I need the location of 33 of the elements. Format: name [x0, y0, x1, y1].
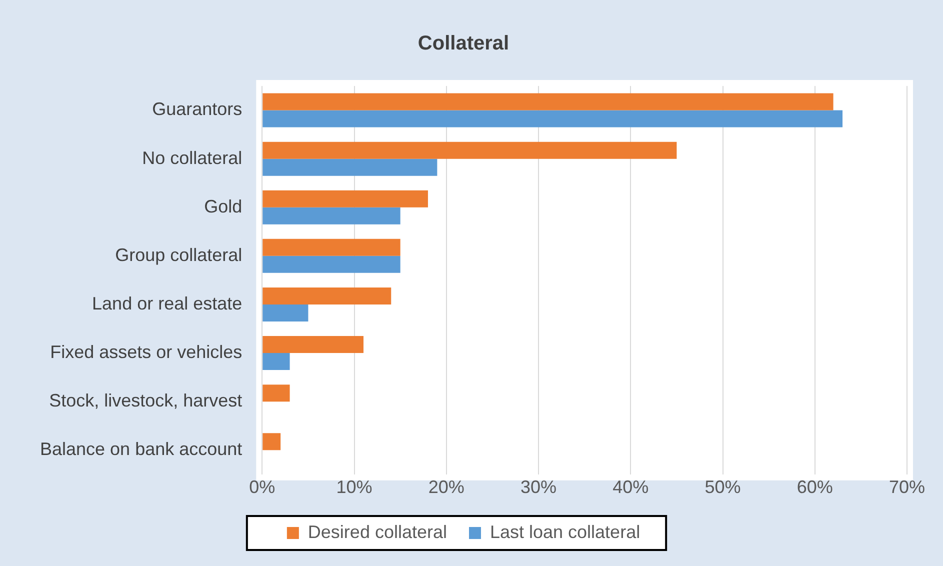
bar [262, 336, 364, 354]
chart-title: Collateral [418, 32, 510, 55]
x-tick-label: 10% [336, 477, 372, 498]
x-tick-label: 20% [428, 477, 464, 498]
x-tick-label: 0% [249, 477, 276, 498]
y-tick-label: Balance on bank account [40, 439, 242, 460]
bar [262, 158, 438, 176]
bar [262, 384, 290, 402]
bar [262, 256, 400, 273]
legend-label: Last loan collateral [490, 522, 640, 542]
y-tick-label: Group collateral [115, 244, 242, 265]
bar [262, 110, 843, 128]
bar [262, 190, 428, 208]
bar [262, 353, 290, 370]
bar [262, 207, 400, 224]
bar [262, 304, 308, 322]
bar [262, 142, 677, 159]
x-tick-label: 60% [796, 477, 833, 498]
x-tick-label: 70% [888, 477, 926, 498]
bar [262, 433, 281, 450]
y-tick-label: Stock, livestock, harvest [49, 390, 242, 411]
bar [262, 93, 834, 110]
y-tick-label: Guarantors [152, 99, 242, 120]
bar [262, 287, 392, 304]
y-tick-label: Land or real estate [92, 293, 242, 314]
y-tick-label: No collateral [142, 148, 242, 168]
x-tick-label: 40% [612, 477, 649, 498]
x-tick-label: 50% [704, 477, 741, 498]
y-tick-label: Gold [204, 196, 242, 216]
x-tick-label: 30% [520, 477, 557, 498]
bar [262, 238, 400, 256]
legend-label: Desired collateral [308, 522, 447, 542]
y-tick-label: Fixed assets or vehicles [50, 342, 242, 362]
